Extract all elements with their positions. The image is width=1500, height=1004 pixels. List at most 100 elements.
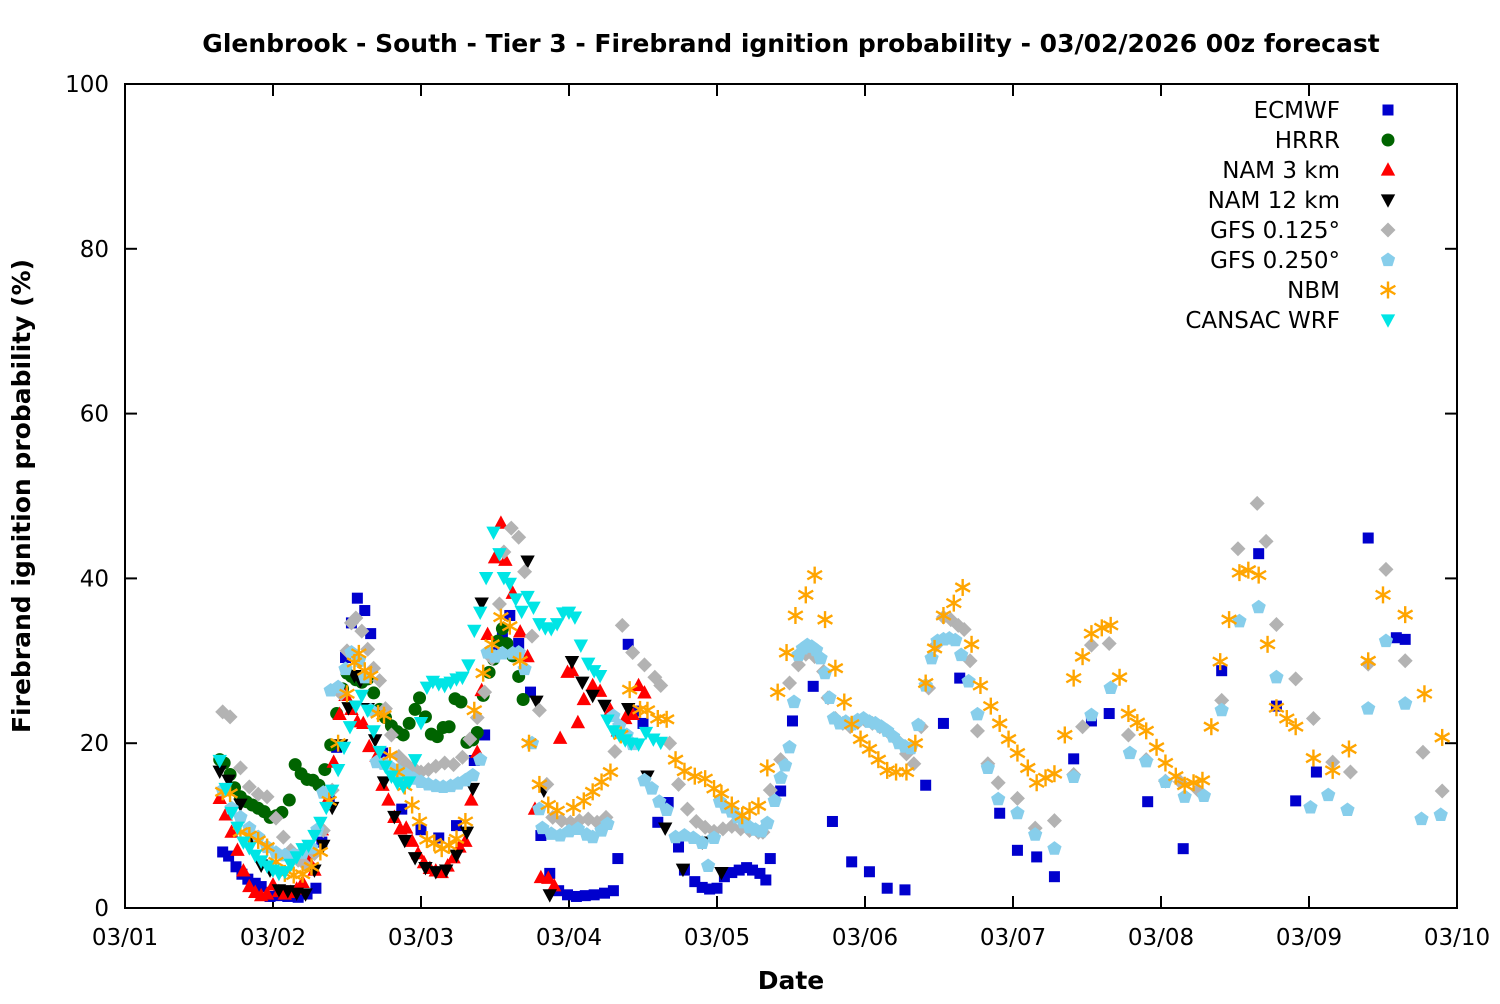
data-point	[954, 578, 971, 596]
legend-marker-diamond-icon	[1380, 222, 1396, 238]
data-point	[1390, 632, 1402, 644]
data-point	[1028, 827, 1043, 841]
data-point	[294, 865, 311, 883]
data-point	[1360, 652, 1377, 670]
data-point	[1158, 774, 1173, 788]
data-point	[948, 632, 963, 647]
data-point	[1290, 795, 1302, 807]
data-point	[441, 836, 458, 854]
data-point	[961, 673, 976, 688]
data-point	[790, 657, 806, 673]
data-point	[1249, 495, 1265, 511]
data-point	[689, 876, 701, 888]
data-point	[301, 839, 316, 854]
data-point	[512, 624, 528, 638]
data-point	[726, 867, 738, 879]
data-point	[954, 647, 969, 662]
data-point	[236, 863, 251, 877]
data-point	[573, 639, 589, 653]
data-point	[1399, 633, 1411, 645]
data-point	[1177, 789, 1192, 803]
data-point	[359, 605, 371, 617]
data-point	[1083, 637, 1099, 653]
data-point	[843, 715, 860, 733]
data-point	[387, 810, 402, 825]
data-point	[277, 866, 293, 880]
data-point	[1120, 705, 1137, 723]
data-point	[671, 776, 687, 792]
data-point	[316, 839, 331, 854]
data-point	[782, 739, 797, 754]
data-point	[652, 816, 664, 828]
data-point	[350, 644, 367, 662]
data-point	[1084, 707, 1099, 722]
data-point	[461, 659, 476, 673]
data-point	[777, 757, 793, 772]
data-point	[621, 702, 636, 717]
data-point	[454, 695, 468, 709]
data-point	[242, 878, 257, 893]
data-point	[233, 809, 248, 824]
series-nbm	[214, 561, 1451, 884]
legend-marker-circle-icon	[1381, 133, 1395, 147]
data-point	[378, 760, 393, 775]
data-point	[982, 697, 999, 715]
data-point	[404, 796, 421, 814]
data-point	[230, 861, 242, 873]
data-point	[564, 662, 580, 677]
data-point	[1194, 771, 1211, 789]
data-point	[465, 767, 480, 782]
data-point	[565, 798, 582, 816]
data-point	[376, 776, 392, 790]
data-point	[667, 751, 684, 769]
data-point	[289, 851, 304, 865]
data-point	[517, 564, 533, 580]
data-point	[1122, 745, 1138, 760]
data-point	[473, 606, 488, 620]
data-point	[826, 815, 838, 827]
data-point	[813, 650, 828, 665]
data-point	[653, 678, 669, 694]
plot-border	[124, 83, 1458, 909]
data-point	[221, 774, 236, 789]
data-point	[542, 889, 557, 903]
data-point	[524, 628, 540, 644]
data-point	[1048, 871, 1060, 883]
data-point	[1362, 532, 1374, 544]
data-point	[599, 887, 611, 899]
data-point	[1139, 753, 1154, 768]
data-point	[956, 621, 972, 637]
data-point	[504, 609, 516, 621]
legend-marker-square-icon	[1382, 104, 1394, 116]
data-point	[1167, 767, 1184, 785]
data-point	[498, 552, 513, 566]
data-point	[1268, 699, 1285, 717]
data-point	[1103, 680, 1118, 695]
data-point	[778, 644, 795, 662]
data-point	[575, 792, 592, 810]
data-point	[451, 820, 463, 832]
data-point	[512, 652, 529, 670]
data-point	[462, 731, 478, 747]
data-point	[1019, 759, 1036, 777]
data-point	[945, 594, 962, 612]
data-point	[797, 586, 814, 604]
data-point	[511, 529, 527, 545]
data-point	[1305, 710, 1321, 726]
data-point	[212, 765, 227, 780]
data-point	[700, 858, 716, 873]
data-point	[675, 863, 691, 878]
y-tick-label: 20	[80, 731, 109, 757]
data-point	[521, 734, 538, 752]
legend-item-hrrr: HRRR	[1275, 128, 1395, 154]
legend-item-nbm: NBM	[1287, 278, 1396, 304]
data-point	[547, 877, 562, 892]
data-point	[1361, 701, 1376, 715]
data-point	[1177, 843, 1189, 855]
legend-marker-triangle-up-icon	[1380, 162, 1396, 176]
data-point	[1340, 740, 1357, 758]
data-point	[259, 886, 275, 900]
data-point	[442, 720, 456, 734]
data-point	[223, 850, 235, 862]
data-point	[754, 867, 766, 879]
